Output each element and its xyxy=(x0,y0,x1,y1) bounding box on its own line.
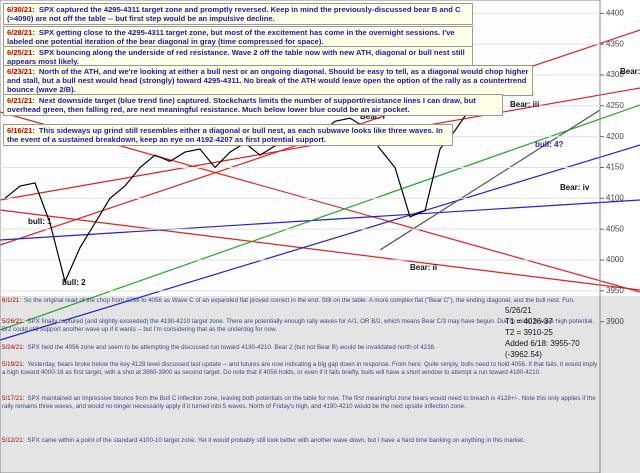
wave-label: bull: 2 xyxy=(62,278,86,287)
y-tick-label: 4200 xyxy=(606,132,624,141)
note-date: 6/1/21: xyxy=(2,297,21,304)
y-tick-label: 4250 xyxy=(606,101,624,110)
blue-line xyxy=(0,144,640,341)
archive-bg xyxy=(0,296,640,473)
note-date: 6/16/21: xyxy=(7,126,35,135)
note-date: 5/19/21: xyxy=(2,361,25,368)
note-text: So the original read of the chop from 42… xyxy=(23,297,575,304)
archive-note: 5/26/21: SPX finally captured (and slight… xyxy=(2,318,602,333)
gray-line xyxy=(379,109,601,251)
note: 6/23/21: North of the ATH, and we're look… xyxy=(3,65,533,96)
y-tick-label: 4150 xyxy=(606,163,624,172)
note-date: 6/21/21: xyxy=(7,96,35,105)
y-tick-label: 4400 xyxy=(606,8,624,17)
wave-label: Bear: iv xyxy=(560,183,590,192)
note-text: Next downside target (blue trend line) c… xyxy=(7,96,476,114)
note-text: SPX maintained an impressive bounce from… xyxy=(2,395,596,410)
note: 6/28/21: SPX getting close to the 4295-43… xyxy=(3,26,473,48)
target-line: Added 6/18: 3955-70 xyxy=(505,339,580,348)
y-tick-label: 4050 xyxy=(606,224,624,233)
wave-label: bull: 1 xyxy=(28,217,52,226)
note-text: SPX getting close to the 4295-4311 targe… xyxy=(7,28,455,46)
note-text: SPX captured the 4295-4311 target zone a… xyxy=(7,5,461,23)
y-tick-label: 4000 xyxy=(606,255,624,264)
note-date: 5/12/21: xyxy=(2,437,25,444)
note-text: SPX came within a point of the standard … xyxy=(27,437,525,444)
plot-border xyxy=(0,0,601,473)
note-date: 5/17/21: xyxy=(2,395,25,402)
target-line: (-3962.54) xyxy=(505,350,542,359)
y-tick-label: 4100 xyxy=(606,193,624,202)
wave-label: Bear: i xyxy=(360,112,385,121)
note: 6/30/21: SPX captured the 4295-4311 targe… xyxy=(3,3,473,25)
y-tick-label: 3950 xyxy=(606,286,624,295)
y-tick-label: 4300 xyxy=(606,70,624,79)
note-text: This sideways up grind still resembles e… xyxy=(7,126,443,144)
y-tick-label: 3900 xyxy=(606,317,624,326)
price-line xyxy=(4,80,501,284)
note-text: North of the ATH, and we're looking at e… xyxy=(7,67,529,94)
note-date: 5/24/21: xyxy=(2,344,25,351)
target-line: 5/26/21 xyxy=(505,306,532,315)
note-text: SPX finally captured (and slightly excee… xyxy=(2,318,595,333)
target-line: T2 = 3910-25 xyxy=(505,328,553,337)
note-date: 5/26/21: xyxy=(2,318,25,325)
archive-note: 5/19/21: Yesterday, bears broke below the… xyxy=(2,361,602,376)
note-date: 6/30/21: xyxy=(7,5,35,14)
note-text: SPX bouncing along the underside of red … xyxy=(7,48,465,66)
wave-label: Bear: iii xyxy=(510,100,539,109)
archive-note: 5/12/21: SPX came within a point of the s… xyxy=(2,437,602,445)
note: 6/16/21: This sideways up grind still res… xyxy=(3,124,453,146)
green-line xyxy=(0,104,640,331)
target-line: T1 = 4026-37 xyxy=(505,317,553,326)
archive-note: 5/17/21: SPX maintained an impressive bou… xyxy=(2,395,602,410)
y-tick-label: 4350 xyxy=(606,39,624,48)
archive-note: 5/24/21: SPX held the 4056 zone and seem … xyxy=(2,344,602,352)
note-text: Yesterday, bears broke below the key 412… xyxy=(2,361,598,376)
blue-line xyxy=(0,199,640,241)
note-date: 6/23/21: xyxy=(7,67,35,76)
note-text: SPX held the 4056 zone and seem to be at… xyxy=(27,344,436,351)
note-date: 6/28/21: xyxy=(7,28,35,37)
archive-note: 6/1/21: So the original read of the chop … xyxy=(2,297,602,305)
trend-lines xyxy=(0,29,640,341)
note: 6/21/21: Next downside target (blue trend… xyxy=(3,94,503,116)
wave-label: Bear: ii xyxy=(410,263,437,272)
target-box: 5/26/21 T1 = 4026-37 T2 = 3910-25 Added … xyxy=(505,305,580,360)
note-date: 6/25/21: xyxy=(7,48,35,57)
red-line xyxy=(0,209,640,291)
wave-label: Bear: v xyxy=(620,67,640,76)
wave-label: bull: 4? xyxy=(535,140,564,149)
